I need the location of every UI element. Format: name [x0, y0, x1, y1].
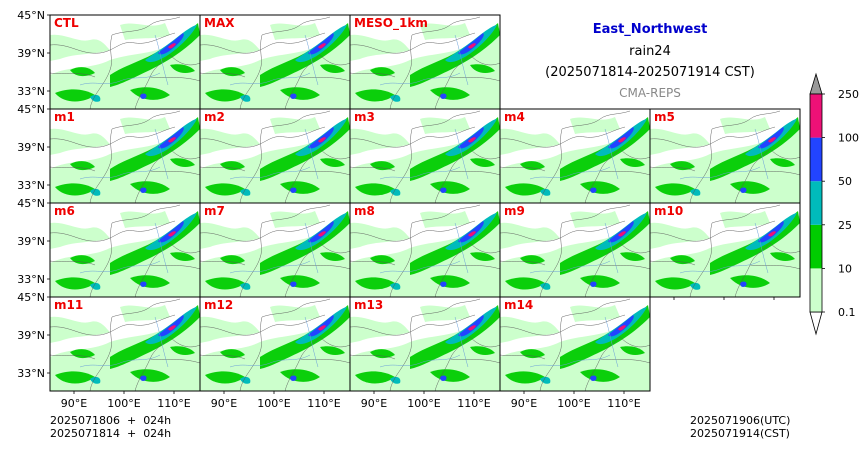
map-panel-m10: m10 [649, 202, 801, 298]
lat-tick-label: 33°N [17, 179, 45, 192]
map-panel-m7: m7 [199, 202, 351, 298]
panel-label: m3 [354, 110, 375, 124]
panel-label: m2 [204, 110, 225, 124]
colorbar-level-label: 10 [838, 262, 852, 275]
latitude-axis: 45°N 39°N 33°N 45°N 39°N 33°N 45°N 39°N 33°N 45°N… [17, 9, 50, 380]
panel-label: m5 [654, 110, 675, 124]
map-panel-meso_1km: MESO_1km [349, 14, 501, 110]
lat-tick-label: 33°N [17, 367, 45, 380]
lon-tick-label: 100°E [257, 397, 290, 410]
map-panel-max: MAX [199, 14, 351, 110]
colorbar-over-arrow [809, 72, 823, 95]
region-title: East_Northwest [592, 22, 708, 37]
lat-tick-label: 39°N [17, 235, 45, 248]
panel-label: m10 [654, 204, 683, 218]
lon-tick-label: 100°E [557, 397, 590, 410]
map-panel-m5: m5 [649, 108, 801, 204]
map-panel-m4: m4 [499, 108, 651, 204]
colorbar-level-label: 100 [838, 132, 859, 145]
panel-label: m12 [204, 298, 233, 312]
panel-label: m13 [354, 298, 383, 312]
colorbar-segment [810, 137, 822, 182]
map-panel-m1: m1 [49, 108, 201, 204]
lon-tick-label: 90°E [211, 397, 237, 410]
map-panel-m13: m13 [349, 296, 501, 392]
map-panel-m12: m12 [199, 296, 351, 392]
panel-label: m14 [504, 298, 533, 312]
map-panel-m9: m9 [499, 202, 651, 298]
colorbar-segment [810, 181, 822, 225]
lon-tick-label: 100°E [407, 397, 440, 410]
lat-tick-label: 39°N [17, 329, 45, 342]
panel-label: MESO_1km [354, 16, 428, 31]
panel-label: m9 [504, 204, 525, 218]
valid-time-cst: 2025071914(CST) [690, 427, 790, 440]
period-title: (2025071814-2025071914 CST) [545, 65, 755, 80]
colorbar-segment [810, 268, 822, 312]
map-panel-m3: m3 [349, 108, 501, 204]
panel-label: m4 [504, 110, 525, 124]
lon-tick-label: 110°E [307, 397, 340, 410]
lat-tick-label: 45°N [17, 197, 45, 210]
lon-tick-label: 90°E [61, 397, 87, 410]
lon-tick-label: 100°E [107, 397, 140, 410]
lat-tick-label: 39°N [17, 47, 45, 60]
lon-tick-label: 90°E [511, 397, 537, 410]
panel-label: m7 [204, 204, 225, 218]
map-panel-ctl: CTL [49, 14, 201, 110]
lat-tick-label: 39°N [17, 141, 45, 154]
lat-tick-label: 33°N [17, 85, 45, 98]
colorbar-level-label: 25 [838, 219, 852, 232]
lat-tick-label: 45°N [17, 103, 45, 116]
map-panel-m14: m14 [499, 296, 651, 392]
map-panel-m6: m6 [49, 202, 201, 298]
lon-tick-label: 110°E [457, 397, 490, 410]
map-panel-grid: CTL MAX MESO_1km m1 m2 m3 m4 m5 m6 m7 m8 m9 m10 m11 m1… [49, 14, 801, 392]
panel-label: m1 [54, 110, 75, 124]
colorbar-level-label: 0.1 [838, 306, 856, 319]
lat-tick-label: 45°N [17, 291, 45, 304]
init-time-utc: 2025071806 + 024h [50, 414, 172, 427]
longitude-axis: 90°E 100°E 110°E 90°E 100°E 110°E 90°E 100°E 110… [61, 297, 775, 410]
lat-tick-label: 45°N [17, 9, 45, 22]
init-time-cst: 2025071814 + 024h [50, 427, 172, 440]
lat-tick-label: 33°N [17, 273, 45, 286]
panel-label: m6 [54, 204, 75, 218]
colorbar-level-label: 50 [838, 175, 852, 188]
source-label: CMA-REPS [619, 86, 681, 100]
panel-label: CTL [54, 16, 79, 30]
lon-tick-label: 90°E [361, 397, 387, 410]
map-panel-m8: m8 [349, 202, 501, 298]
lon-tick-label: 110°E [157, 397, 190, 410]
colorbar-segment [810, 224, 822, 269]
panel-label: MAX [204, 16, 235, 30]
variable-title: rain24 [629, 44, 671, 59]
lon-tick-label: 110°E [607, 397, 640, 410]
map-panel-m11: m11 [49, 296, 201, 392]
panel-label: m11 [54, 298, 83, 312]
map-panel-m2: m2 [199, 108, 351, 204]
colorbar-segment [810, 94, 822, 138]
colorbar: 0.1 10 25 50 100 250 [809, 72, 859, 336]
colorbar-under-arrow [809, 311, 823, 336]
valid-time-utc: 2025071906(UTC) [690, 414, 791, 427]
panel-label: m8 [354, 204, 375, 218]
colorbar-level-label: 250 [838, 88, 859, 101]
